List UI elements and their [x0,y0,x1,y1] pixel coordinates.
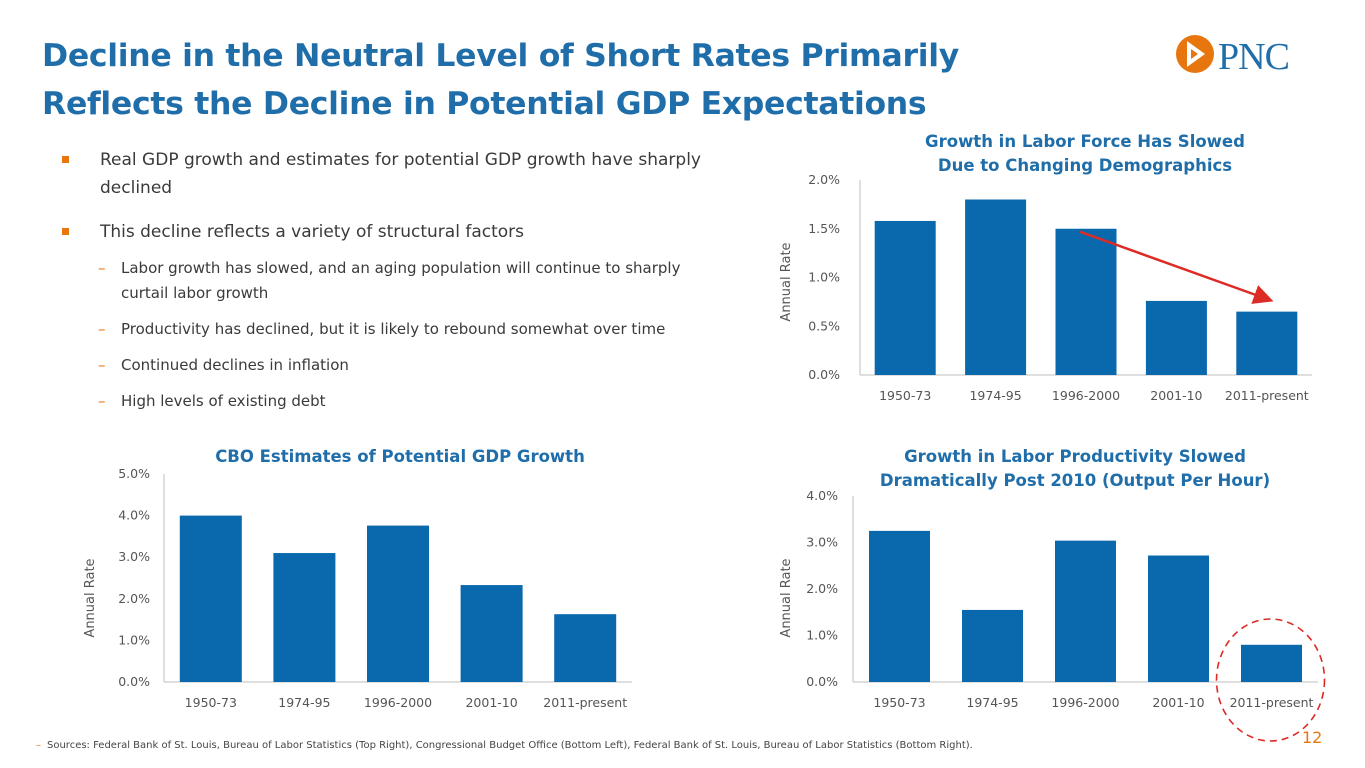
bullet-item: This decline reflects a variety of struc… [62,218,762,248]
y-tick-label: 1.0% [808,270,840,285]
productivity-chart-title: Growth in Labor Productivity Slowed Dram… [875,445,1275,493]
y-tick-label: 2.0% [118,591,150,606]
y-tick-label: 0.5% [808,318,840,333]
pnc-logo-icon [1176,35,1214,73]
highlight-circle-icon [1215,618,1326,742]
y-tick-label: 2.0% [806,581,838,596]
dash-icon: – [36,740,41,751]
y-tick-label: 3.0% [118,549,150,564]
y-axis-title: Annual Rate [779,558,794,637]
x-tick-label: 2011-present [543,695,627,710]
decline-arrow-icon [1079,230,1274,304]
bullet-item: Real GDP growth and estimates for potent… [62,146,762,198]
x-tick-label: 1996-2000 [364,695,432,710]
x-tick-label: 1974-95 [969,388,1021,403]
x-tick-label: 1950-73 [873,695,925,710]
sub-bullet-text: Productivity has declined, but it is lik… [121,320,666,338]
bar-1950-73 [179,515,242,682]
chart-title-line1: CBO Estimates of Potential GDP Growth [215,447,585,466]
dash-icon: – [98,356,106,374]
footer-text: Sources: Federal Bank of St. Louis, Bure… [47,740,973,751]
labor-force-chart-title: Growth in Labor Force Has Slowed Due to … [920,130,1250,178]
x-tick-label: 1950-73 [185,695,237,710]
y-axis-title: Annual Rate [779,242,794,321]
bullet-square-icon [62,228,69,235]
x-tick-label: 2011-present [1230,695,1314,710]
bar-2001-10 [460,585,523,682]
bar-2011-present [1236,311,1298,375]
bar-1974-95 [273,553,336,682]
chart-title-line2: Dramatically Post 2010 (Output Per Hour) [879,471,1271,490]
y-tick-label: 5.0% [118,466,150,481]
pnc-logo: PNC [1176,35,1290,78]
sub-bullet-text: Continued declines in inflation [121,356,349,374]
chart-title-line1: Growth in Labor Productivity Slowed [904,447,1246,466]
cbo-chart-title: CBO Estimates of Potential GDP Growth [190,445,610,469]
bar-1974-95 [965,199,1027,375]
sub-bullet-text: Labor growth has slowed, and an aging po… [121,259,681,302]
dash-icon: – [98,259,106,277]
sub-bullet-text: High levels of existing debt [121,392,326,410]
x-tick-label: 1996-2000 [1052,388,1120,403]
y-tick-label: 0.0% [118,674,150,689]
y-tick-label: 4.0% [806,488,838,503]
x-tick-label: 1974-95 [966,695,1018,710]
chart-title-line1: Growth in Labor Force Has Slowed [925,132,1245,151]
x-tick-label: 1996-2000 [1051,695,1119,710]
slide-title: Decline in the Neutral Level of Short Ra… [42,32,1042,128]
sub-bullet-item: – Labor growth has slowed, and an aging … [62,256,722,306]
bar-2011-present [1241,644,1302,682]
sub-bullet-item: – Continued declines in inflation [62,353,762,378]
x-tick-label: 1950-73 [879,388,931,403]
chart-title-line2: Due to Changing Demographics [937,156,1233,175]
bar-1996-2000 [1055,228,1117,375]
y-tick-label: 1.5% [808,221,840,236]
x-tick-label: 2011-present [1225,388,1309,403]
sources-footer: – Sources: Federal Bank of St. Louis, Bur… [36,740,973,751]
bar-2001-10 [1148,555,1209,682]
bar-2011-present [554,614,617,682]
y-tick-label: 4.0% [118,508,150,523]
bullet-text: This decline reflects a variety of struc… [100,222,524,242]
sub-bullet-item: – Productivity has declined, but it is l… [62,317,762,342]
y-tick-label: 0.0% [806,674,838,689]
page-number: 12 [1302,728,1323,747]
y-tick-label: 3.0% [806,535,838,550]
x-tick-label: 2001-10 [1152,695,1204,710]
y-tick-label: 1.0% [806,628,838,643]
y-tick-label: 0.0% [808,367,840,382]
bar-1974-95 [962,609,1023,682]
slide-title-line1: Decline in the Neutral Level of Short Ra… [42,38,959,74]
x-tick-label: 2001-10 [1150,388,1202,403]
bar-1996-2000 [367,525,429,682]
sub-bullet-item: – High levels of existing debt [62,389,762,414]
bullet-square-icon [62,156,69,163]
bar-2001-10 [1145,300,1207,375]
y-tick-label: 1.0% [118,632,150,647]
bar-1996-2000 [1055,540,1116,682]
y-axis-title: Annual Rate [83,558,98,637]
x-tick-label: 2001-10 [465,695,517,710]
y-tick-label: 2.0% [808,172,840,187]
x-tick-label: 1974-95 [278,695,330,710]
slide-title-line2: Reflects the Decline in Potential GDP Ex… [42,86,927,122]
bar-1950-73 [869,530,930,682]
bullet-list: Real GDP growth and estimates for potent… [62,146,762,414]
bullet-text: Real GDP growth and estimates for potent… [100,150,701,198]
dash-icon: – [98,320,106,338]
pnc-logo-text: PNC [1218,36,1289,78]
bar-1950-73 [874,220,936,375]
dash-icon: – [98,392,106,410]
